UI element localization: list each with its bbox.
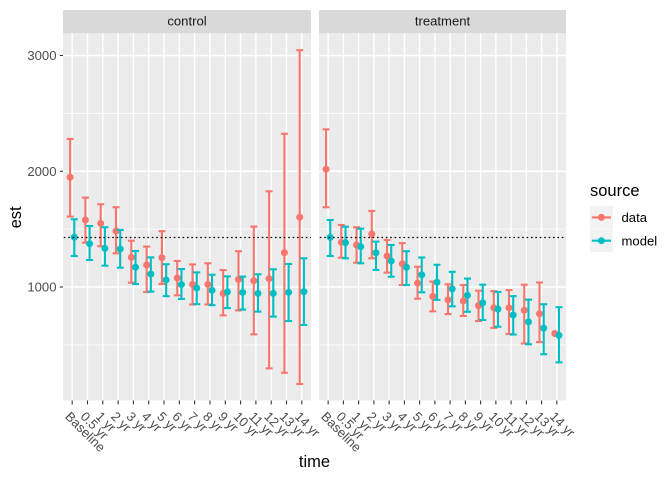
svg-text:time: time	[299, 453, 330, 471]
svg-text:data: data	[622, 210, 648, 225]
svg-text:model: model	[622, 233, 658, 248]
svg-text:est: est	[7, 206, 25, 228]
svg-text:source: source	[590, 182, 640, 200]
svg-text:3000: 3000	[27, 48, 56, 63]
svg-text:treatment: treatment	[415, 14, 471, 29]
svg-text:control: control	[167, 14, 206, 29]
svg-text:1000: 1000	[27, 280, 56, 295]
svg-text:2000: 2000	[27, 164, 56, 179]
